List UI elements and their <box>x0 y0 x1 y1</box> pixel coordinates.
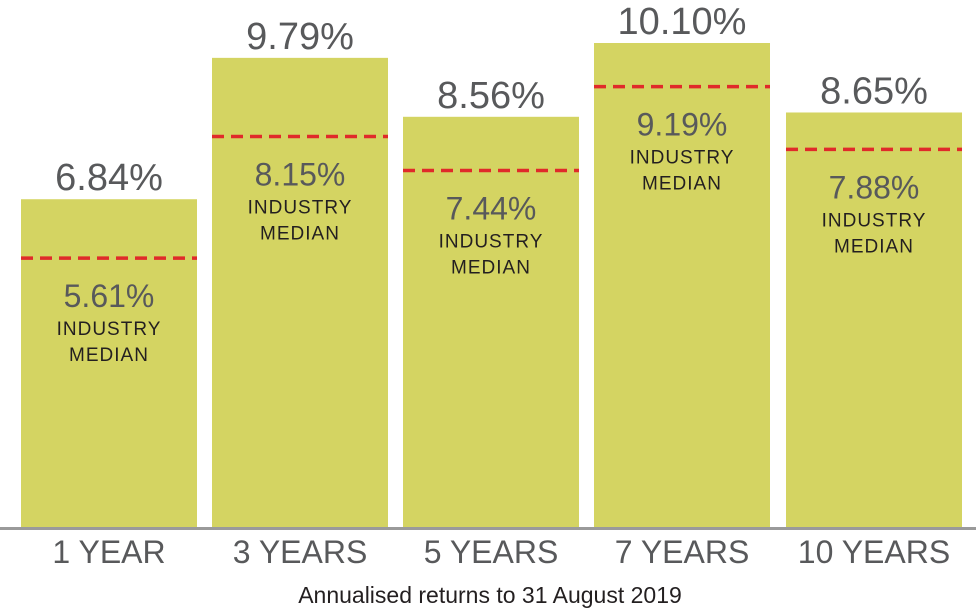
median-caption-line1-3: INDUSTRY <box>439 231 544 252</box>
median-caption-line2-4: MEDIAN <box>642 174 722 195</box>
bar-3 <box>403 116 579 527</box>
x-tick-4: 7 YEARS <box>615 534 750 570</box>
median-caption-line1-4: INDUSTRY <box>630 148 735 169</box>
median-caption-line1-2: INDUSTRY <box>248 197 353 218</box>
value-label-4: 10.10% <box>618 1 747 43</box>
bar-4 <box>594 43 770 527</box>
x-tick-3: 5 YEARS <box>424 534 559 570</box>
value-label-3: 8.56% <box>437 75 545 117</box>
value-label-2: 9.79% <box>246 16 354 58</box>
median-value-label-2: 8.15% <box>255 156 346 192</box>
x-tick-1: 1 YEAR <box>52 534 165 570</box>
median-value-label-4: 9.19% <box>637 107 728 143</box>
median-value-label-5: 7.88% <box>829 169 920 205</box>
bar-5 <box>786 112 962 528</box>
x-tick-labels: 1 YEAR 3 YEARS 5 YEARS 7 YEARS 10 YEARS <box>52 534 950 570</box>
median-caption-line2-5: MEDIAN <box>834 236 914 257</box>
median-value-label-3: 7.44% <box>446 190 537 226</box>
x-axis-caption: Annualised returns to 31 August 2019 <box>298 582 682 608</box>
median-lines-layer <box>21 84 962 260</box>
bars-layer <box>21 43 962 528</box>
value-label-5: 8.65% <box>820 70 928 112</box>
median-caption-line2-2: MEDIAN <box>260 223 340 244</box>
median-value-label-1: 5.61% <box>64 278 155 314</box>
x-tick-2: 3 YEARS <box>233 534 368 570</box>
labels-layer: 6.84% 5.61% INDUSTRY MEDIAN 9.79% 8.15% INDUST… <box>55 1 928 366</box>
x-tick-5: 10 YEARS <box>798 534 950 570</box>
median-caption-line1-5: INDUSTRY <box>822 210 927 231</box>
value-label-1: 6.84% <box>55 157 163 199</box>
bar-1 <box>21 199 197 527</box>
median-caption-line2-1: MEDIAN <box>69 345 149 366</box>
median-caption-line1-1: INDUSTRY <box>57 319 162 340</box>
median-caption-line2-3: MEDIAN <box>451 257 531 278</box>
bar-2 <box>212 57 388 528</box>
